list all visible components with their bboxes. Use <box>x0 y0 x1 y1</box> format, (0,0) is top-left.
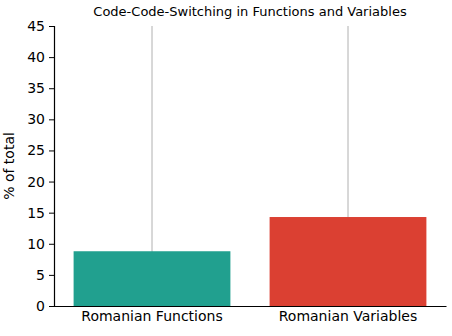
y-tick-mark <box>49 213 54 214</box>
bar <box>74 251 231 306</box>
y-tick-mark <box>49 150 54 151</box>
y-axis: 0 5 10 15 20 25 30 35 40 45 <box>27 18 54 314</box>
y-tick-label: 15 <box>27 205 45 221</box>
title: Code-Code-Switching in Functions and Var… <box>93 4 407 19</box>
y-tick-label: 25 <box>27 142 45 158</box>
bar <box>270 217 427 306</box>
y-tick-label: 40 <box>27 49 45 65</box>
bars <box>74 217 427 306</box>
y-tick: 5 <box>36 267 54 283</box>
chart: 051015202530354045Romanian FunctionsRoma… <box>0 0 452 336</box>
y-tick: 45 <box>27 18 54 34</box>
y-axis-title: % of total <box>1 132 17 200</box>
y-tick-mark <box>49 306 54 307</box>
x-tick-label: Romanian Variables <box>279 308 418 324</box>
y-tick-mark <box>49 182 54 183</box>
y-tick-label: 20 <box>27 174 45 190</box>
y-tick-mark <box>49 244 54 245</box>
x-tick: Romanian Functions <box>81 306 222 324</box>
y-tick: 0 <box>36 298 54 314</box>
y-tick-mark <box>49 119 54 120</box>
x-axis-line <box>55 306 447 307</box>
y-tick-label: 45 <box>27 18 45 34</box>
x-tick-label: Romanian Functions <box>81 308 222 324</box>
y-tick-label: 5 <box>36 267 45 283</box>
y-tick: 35 <box>27 80 54 96</box>
y-tick-mark <box>49 26 54 27</box>
y-tick-label: 10 <box>27 236 45 252</box>
y-tick: 15 <box>27 205 54 221</box>
y-axis-line <box>49 27 55 307</box>
x-tick: Romanian Variables <box>279 306 418 324</box>
y-tick: 25 <box>27 142 54 158</box>
y-tick: 10 <box>27 236 54 252</box>
y-tick-mark <box>49 88 54 89</box>
y-tick-label: 30 <box>27 111 45 127</box>
y-tick-mark <box>49 57 54 58</box>
y-tick: 20 <box>27 174 54 190</box>
y-tick-mark <box>49 275 54 276</box>
y-tick: 30 <box>27 111 54 127</box>
y-tick: 40 <box>27 49 54 65</box>
y-tick-label: 0 <box>36 298 45 314</box>
y-tick-label: 35 <box>27 80 45 96</box>
x-axis: Romanian Functions Romanian Variables <box>55 306 447 324</box>
